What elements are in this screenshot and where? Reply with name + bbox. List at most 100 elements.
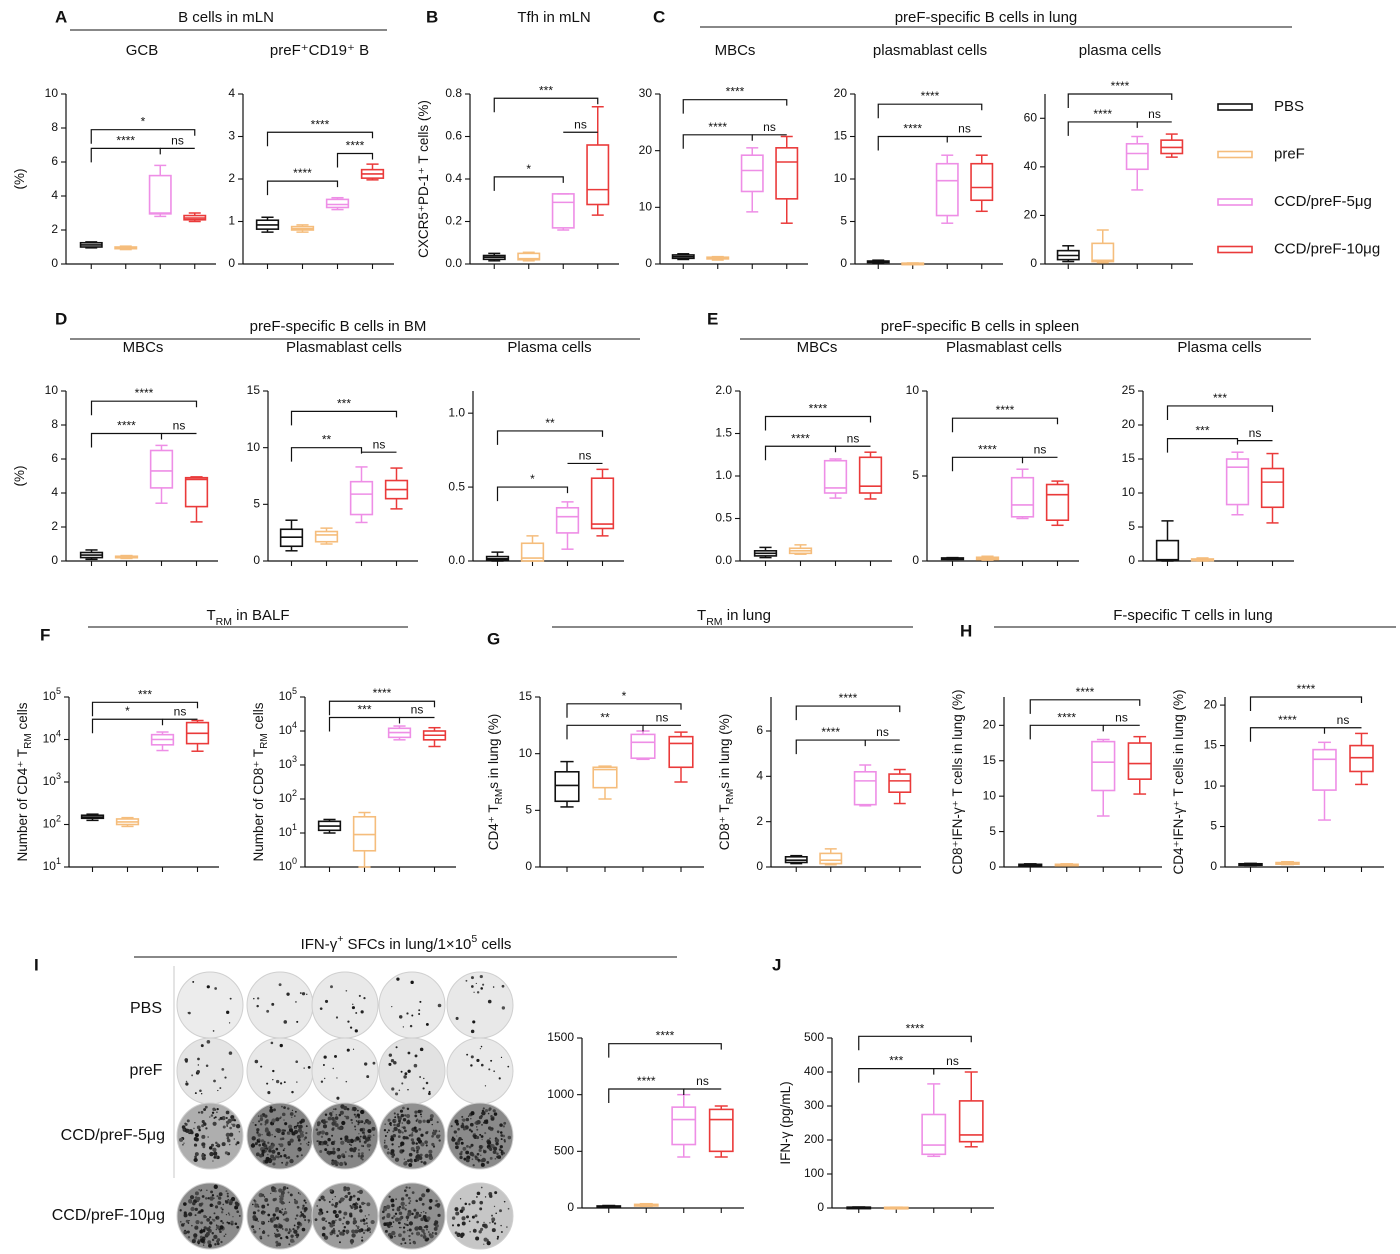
chart-panel-c2: 0 5 10 15 20 plasmablast cells **** **** ns: [834, 42, 1003, 270]
y-tick-label: 5: [525, 803, 532, 817]
y-tick-label: 2.0: [715, 383, 732, 397]
y-tick-label: 100: [279, 856, 297, 873]
y-tick-label: 103: [43, 771, 61, 788]
y-tick-label: 0: [228, 256, 235, 270]
box-pbs: [482, 252, 506, 262]
y-tick-label: 6: [51, 451, 58, 465]
y-tick-label: 0.0: [715, 553, 732, 567]
y-tick-label: 102: [279, 788, 297, 805]
chart-panel-c3: 0 20 40 60 plasma cells **** **** ns: [1024, 42, 1193, 270]
y-tick-label: 15: [519, 689, 533, 703]
y-tick-label: 20: [834, 86, 848, 100]
chart-panel-c1: 0 10 20 30 MBCs **** **** ns: [639, 42, 808, 270]
significance-label: ***: [1213, 391, 1227, 405]
significance-label: ****: [311, 117, 330, 131]
elispot-well: [176, 1037, 244, 1105]
significance-label: ns: [579, 449, 592, 463]
legend-swatch: [1217, 150, 1253, 159]
box-ccd-pref-10-g: [970, 154, 994, 213]
y-tick-label: 20: [1024, 208, 1038, 222]
box-pbs: [79, 549, 104, 561]
significance-bracket: ns: [1237, 426, 1273, 442]
chart-subtitle: preF⁺CD19⁺ B: [270, 42, 369, 59]
significance-label: ****: [346, 139, 365, 153]
significance-bracket: ****: [858, 1021, 972, 1051]
y-tick-label: 10: [519, 746, 533, 760]
significance-bracket: ***: [493, 83, 599, 113]
panel-letter-g: G: [487, 629, 500, 648]
chart-subtitle: Plasma cells: [507, 339, 591, 356]
panel-letter-h: H: [960, 621, 972, 640]
box-ccd-pref-10-g: [1127, 735, 1152, 795]
legend-label: CCD/preF-10μg: [1274, 240, 1380, 257]
box-pref: [706, 255, 730, 261]
significance-label: ****: [809, 402, 828, 416]
significance-label: ***: [889, 1054, 903, 1068]
box-ccd-pref-10-g: [775, 135, 799, 224]
significance-label: ****: [117, 419, 136, 433]
y-tick-label: 10: [639, 200, 653, 214]
significance-label: *: [622, 689, 627, 703]
box-pref: [114, 554, 139, 560]
elispot-well: [446, 1182, 514, 1250]
y-tick-label: 6: [756, 723, 763, 737]
y-tick-label: 20: [1122, 417, 1136, 431]
significance-bracket: ****: [1029, 685, 1141, 714]
significance-bracket: ****: [90, 419, 163, 448]
y-tick-label: 20: [983, 718, 997, 732]
significance-bracket: ns: [752, 120, 787, 136]
chart-subtitle: Plasma cells: [1177, 339, 1261, 356]
legend-item-ccd-pref-10-g: CCD/preF-10μg: [1217, 240, 1380, 257]
box-pref: [352, 811, 377, 868]
significance-label: ****: [116, 133, 135, 147]
significance-bracket: ns: [1103, 711, 1140, 726]
box-ccd-pref-10-g: [185, 719, 210, 752]
panel-letter-c: C: [653, 7, 665, 26]
significance-bracket: *: [496, 472, 569, 502]
y-tick-label: 104: [43, 729, 61, 746]
panel-letter-i: I: [34, 955, 39, 974]
chart-panel-i1: 0 500 1000 1500 **** **** ns: [547, 1029, 744, 1214]
y-tick-label: 0: [51, 553, 58, 567]
well-row-label: PBS: [130, 1000, 162, 1017]
significance-bracket: **: [290, 433, 363, 462]
y-tick-label: 200: [804, 1132, 824, 1146]
significance-bracket: ****: [328, 686, 436, 716]
box-ccd-pref-10-g: [858, 451, 883, 500]
box-pref: [114, 245, 138, 251]
significance-label: ****: [791, 431, 810, 445]
significance-bracket: ***: [91, 687, 199, 717]
box-ccd-pref-10-g: [708, 1105, 734, 1158]
significance-bracket: *: [90, 115, 196, 144]
significance-label: ***: [1195, 424, 1209, 438]
y-tick-label: 1.0: [715, 468, 732, 482]
significance-bracket: ****: [608, 1029, 722, 1058]
y-axis-label: CD4⁺ TRMs in lung (%): [486, 714, 506, 850]
elispot-well: [378, 971, 446, 1039]
box-ccd-pref-10-g: [590, 468, 615, 537]
y-tick-label: 1.0: [448, 405, 465, 419]
y-tick-label: 0.5: [448, 479, 465, 493]
y-axis-label: CD4⁺IFN-γ⁺ T cells in lung (%): [1171, 689, 1186, 874]
y-tick-label: 25: [1122, 383, 1136, 397]
panel-letter-a: A: [55, 7, 67, 26]
significance-label: ***: [138, 687, 152, 701]
elispot-well: [246, 1037, 314, 1105]
significance-bracket: ***: [1166, 391, 1274, 420]
significance-bracket: ns: [563, 117, 598, 133]
box-pref: [633, 1202, 659, 1208]
box-ccd-pref-5-g: [740, 147, 764, 213]
box-pref: [819, 848, 843, 866]
significance-label: *: [530, 472, 535, 486]
box-ccd-pref-5-g: [1010, 468, 1035, 520]
y-axis-label: IFN-γ (pg/mL): [778, 1081, 793, 1164]
box-ccd-pref-5-g: [148, 164, 172, 218]
box-pref: [883, 1206, 909, 1210]
y-tick-label: 10: [834, 171, 848, 185]
y-tick-label: 1500: [547, 1030, 574, 1044]
box-ccd-pref-10-g: [1045, 480, 1070, 527]
y-tick-label: 2: [51, 519, 58, 533]
significance-label: ****: [708, 120, 727, 134]
